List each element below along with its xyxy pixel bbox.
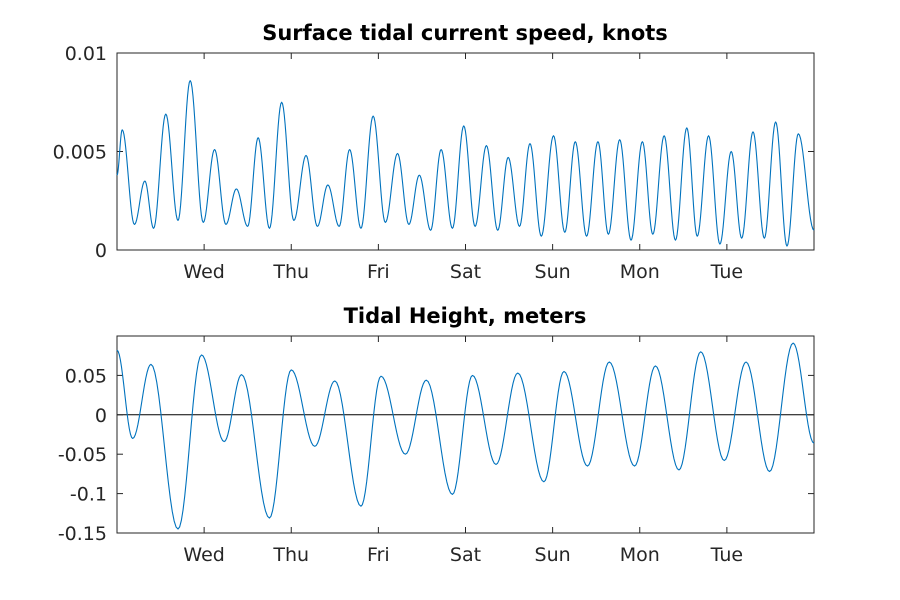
tidal-height-ticks: Wed Thu Fri Sat Sun Mon Tue 0.05 0 -0.05 -0.1 -0.15 (58, 336, 814, 566)
current-speed-panel: Surface tidal current speed, knots Wed Th… (53, 21, 815, 283)
current-speed-title: Surface tidal current speed, knots (262, 21, 668, 45)
tidal-height-y-tick-label: -0.15 (58, 523, 107, 545)
current-speed-line (116, 80, 815, 247)
tidal-height-y-tick-label: -0.1 (70, 484, 107, 506)
tidal-height-y-tick-label: -0.05 (58, 444, 107, 466)
tidal-height-title: Tidal Height, meters (344, 304, 587, 328)
current-speed-x-tick-label: Fri (367, 261, 390, 283)
tidal-height-x-tick-label: Sun (535, 544, 571, 566)
tidal-height-x-tick-label: Wed (183, 544, 224, 566)
tidal-height-plot-area (116, 335, 815, 534)
tidal-height-x-tick-label: Fri (367, 544, 390, 566)
tidal-height-x-tick-label: Sat (450, 544, 481, 566)
current-speed-x-tick-label: Sat (450, 261, 481, 283)
current-speed-y-tick-label: 0 (95, 240, 107, 262)
tidal-height-y-tick-label: 0 (95, 405, 107, 427)
tidal-height-x-tick-label: Tue (710, 544, 743, 566)
tidal-height-panel: Tidal Height, meters Wed Thu Fri Sat Sun Mon T… (58, 304, 815, 566)
current-speed-x-tick-label: Sun (535, 261, 571, 283)
tidal-height-x-tick-label: Thu (272, 544, 309, 566)
current-speed-ticks: Wed Thu Fri Sat Sun Mon Tue 0 0.005 0.01 (53, 43, 814, 283)
current-speed-plot-area (116, 52, 815, 251)
tidal-height-y-tick-label: 0.05 (65, 365, 107, 387)
current-speed-x-tick-label: Thu (272, 261, 309, 283)
tidal-height-line (116, 342, 815, 530)
current-speed-y-tick-label: 0.01 (65, 43, 107, 65)
tidal-height-x-tick-label: Mon (620, 544, 660, 566)
current-speed-y-tick-label: 0.005 (53, 142, 107, 164)
current-speed-x-tick-label: Wed (183, 261, 224, 283)
current-speed-x-tick-label: Tue (710, 261, 743, 283)
current-speed-x-tick-label: Mon (620, 261, 660, 283)
